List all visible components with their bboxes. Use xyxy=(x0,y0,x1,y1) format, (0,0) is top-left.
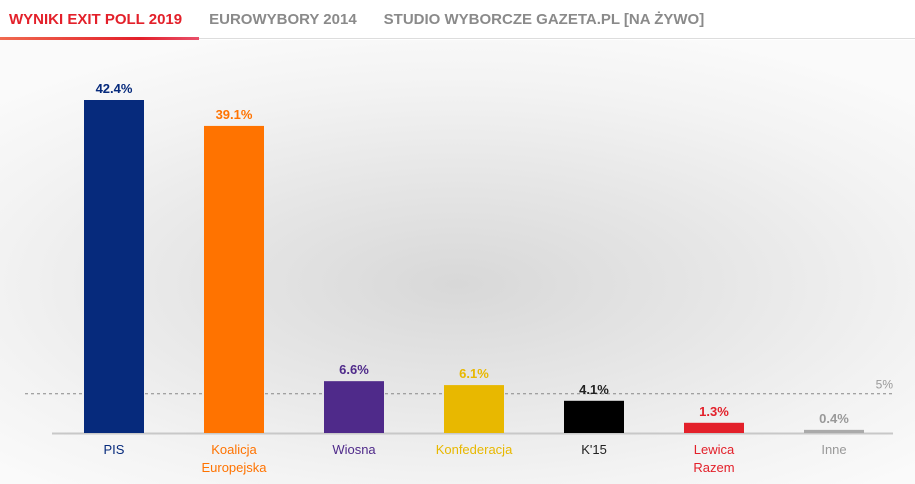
category-label-4: K'15 xyxy=(581,442,607,457)
category-label-3: Konfederacja xyxy=(436,442,513,457)
category-label-5: Lewica xyxy=(694,442,735,457)
bar-0 xyxy=(84,100,144,433)
bar-2 xyxy=(324,381,384,433)
active-tab-underline xyxy=(0,37,199,40)
tab-exit-poll-2019[interactable]: WYNIKI EXIT POLL 2019 xyxy=(9,10,183,28)
exit-poll-chart: 5% 42.4% PIS 39.1% Koalicja Europejska 6.6% Wio… xyxy=(0,40,915,484)
value-label-4: 4.1% xyxy=(579,382,609,397)
tab-eurowybory-2014[interactable]: EUROWYBORY 2014 xyxy=(209,10,357,28)
value-label-1: 39.1% xyxy=(216,107,253,122)
category-label-6: Inne xyxy=(821,442,846,457)
tab-studio-wyborcze[interactable]: STUDIO WYBORCZE GAZETA.PL [NA ŻYWO] xyxy=(383,10,705,28)
threshold-label: 5% xyxy=(876,378,894,392)
bar-3 xyxy=(444,385,504,433)
value-label-5: 1.3% xyxy=(699,404,729,419)
category-label-0: PIS xyxy=(104,442,125,457)
category-label-1: Koalicja xyxy=(211,442,257,457)
bar-6 xyxy=(804,429,864,433)
value-label-0: 42.4% xyxy=(96,81,133,96)
value-label-6: 0.4% xyxy=(819,411,849,426)
value-label-2: 6.6% xyxy=(339,362,369,377)
tab-bar: WYNIKI EXIT POLL 2019 EUROWYBORY 2014 ST… xyxy=(0,0,915,40)
bar-4 xyxy=(564,400,624,433)
category-label-5: Razem xyxy=(693,460,734,475)
bar-chart-svg: 5% 42.4% PIS 39.1% Koalicja Europejska 6.6% Wio… xyxy=(25,81,894,475)
category-label-1: Europejska xyxy=(201,460,267,475)
value-label-3: 6.1% xyxy=(459,366,489,381)
bar-5 xyxy=(684,422,744,433)
bar-1 xyxy=(204,125,264,433)
category-label-2: Wiosna xyxy=(332,442,376,457)
